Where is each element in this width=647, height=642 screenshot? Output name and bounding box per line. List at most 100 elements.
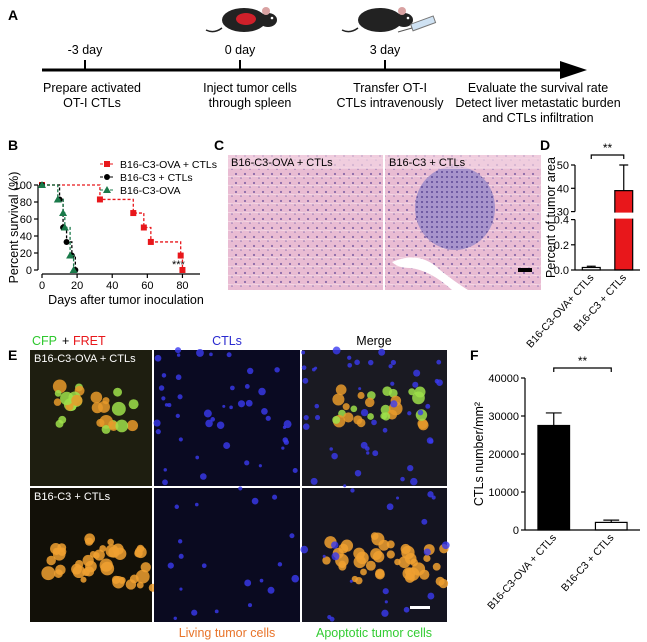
- y-tick-label: 100: [14, 180, 32, 192]
- cell: [365, 560, 376, 571]
- cell: [401, 545, 415, 560]
- ctl-cell: [347, 363, 353, 368]
- cell: [418, 419, 429, 431]
- header-merge: Merge: [356, 334, 391, 348]
- cell: [355, 576, 363, 585]
- ctl-cell: [174, 504, 180, 510]
- row-label: B16-C3 + CTLs: [34, 491, 111, 503]
- cell: [335, 384, 347, 396]
- marker: [96, 196, 103, 203]
- legend-label: B16-C3-OVA: [120, 185, 181, 197]
- cell: [435, 576, 445, 586]
- cell: [370, 548, 382, 560]
- ctl-cell: [303, 414, 309, 421]
- microscopy-grid: [30, 346, 450, 622]
- cell: [423, 554, 431, 562]
- ctl-cell: [163, 468, 167, 472]
- ctl-cell: [400, 476, 405, 482]
- header-ctls: CTLs: [212, 334, 242, 348]
- step-text: and CTLs infiltration: [482, 111, 593, 125]
- label-band: [228, 155, 383, 169]
- arrow-head: [560, 61, 587, 79]
- ctl-cell: [237, 400, 246, 408]
- ctl-cell: [283, 439, 289, 445]
- ctl-cell: [167, 562, 174, 569]
- step-text: OT-I CTLs: [63, 96, 121, 110]
- histology-image: [228, 155, 383, 290]
- ctl-cell: [413, 369, 421, 377]
- ctl-cell: [196, 349, 204, 357]
- ctl-cell: [216, 421, 225, 430]
- ctl-cell: [292, 467, 298, 474]
- significance-bracket: [553, 367, 612, 372]
- y-tick-label: 0: [26, 265, 32, 277]
- ctl-cell: [282, 425, 287, 430]
- ctl-cell: [423, 548, 431, 556]
- ctl-cell: [178, 437, 183, 442]
- cell: [71, 394, 83, 407]
- image-label: B16-C3 + CTLs: [389, 157, 466, 169]
- cell: [371, 532, 385, 546]
- panel-label: E: [8, 347, 17, 363]
- cell: [360, 568, 367, 576]
- cell: [322, 556, 331, 565]
- vessel: [392, 257, 468, 290]
- ctl-cell: [382, 588, 389, 595]
- ctl-cell: [209, 352, 213, 357]
- y-tick-label: 30: [557, 207, 569, 219]
- ctl-cell: [407, 411, 412, 416]
- cell: [55, 564, 66, 576]
- cell: [85, 560, 97, 573]
- ctl-cell: [244, 579, 252, 587]
- marker: [147, 238, 154, 245]
- cell: [136, 581, 144, 589]
- ctl-cell: [372, 450, 379, 457]
- axis-break: [569, 212, 640, 219]
- y-axis-label: Percent of tumor area: [544, 157, 558, 278]
- ctl-cell: [244, 460, 250, 466]
- y-tick-label: 10000: [488, 487, 519, 499]
- ctl-cell: [302, 423, 310, 430]
- mouse-icon-injection: [341, 7, 437, 33]
- x-tick-label: B16-C3-OVA + CTLs: [485, 532, 559, 612]
- label-band: [385, 155, 541, 169]
- y-tick-label: 40: [20, 231, 32, 243]
- day-label: 0 day: [225, 43, 256, 57]
- ctl-cell: [251, 497, 259, 505]
- y-tick-label: 50: [557, 160, 569, 172]
- significance-bracket: [590, 154, 625, 159]
- legend-marker: [103, 186, 111, 193]
- ctl-cell: [396, 496, 400, 500]
- ctl-cell: [244, 384, 250, 389]
- x-tick-label: 40: [106, 280, 118, 292]
- x-axis-label: Days after tumor inoculation: [48, 293, 204, 307]
- ctl-cell: [331, 541, 339, 549]
- ctl-cell: [162, 479, 168, 486]
- ctl-cell: [360, 441, 368, 449]
- ctl-cell: [314, 414, 321, 421]
- marker: [66, 251, 75, 259]
- ctl-cell: [289, 533, 295, 539]
- day-label: -3 day: [68, 43, 103, 57]
- ctl-cell: [314, 403, 320, 409]
- cell: [419, 569, 430, 580]
- ctl-cell: [354, 469, 362, 477]
- microscopy-image: [30, 350, 152, 486]
- panel-label: C: [214, 137, 224, 153]
- y-tick-label: 0.0: [554, 265, 569, 277]
- ctl-cell: [167, 403, 172, 408]
- ctl-cell: [175, 413, 180, 419]
- y-tick-label: 40: [557, 183, 569, 195]
- y-axis-label: Percent survival (%): [7, 172, 21, 284]
- ctl-cell: [246, 367, 254, 375]
- cell: [58, 415, 67, 424]
- ctl-cell: [302, 377, 309, 384]
- ctl-cell: [158, 385, 165, 391]
- ctl-cell: [226, 352, 232, 358]
- cell: [60, 391, 74, 406]
- cell: [356, 418, 366, 428]
- ctl-cell: [259, 578, 264, 583]
- ctl-cell: [277, 562, 283, 567]
- marker: [53, 195, 62, 203]
- y-tick-label: 40000: [488, 373, 519, 385]
